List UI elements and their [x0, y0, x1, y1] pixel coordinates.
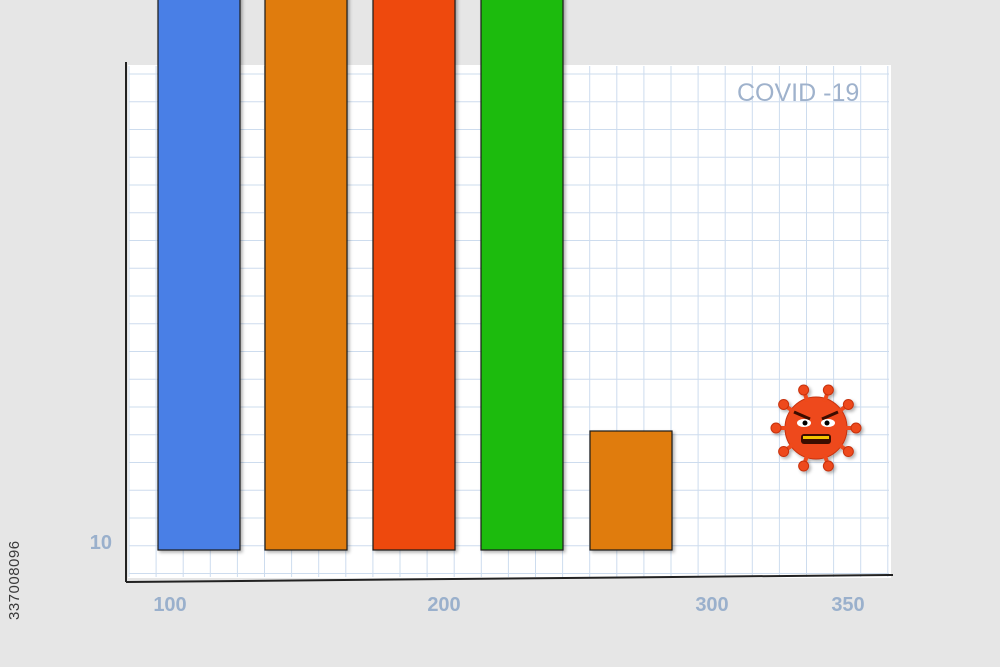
- axes: [125, 62, 894, 583]
- x-tick-label: 100: [153, 594, 186, 616]
- bar: [157, 0, 241, 551]
- chart-title: COVID -19: [737, 79, 859, 107]
- bars: [157, 0, 673, 551]
- bar: [589, 430, 673, 551]
- virus-icon: [770, 384, 862, 472]
- y-tick-labels: 102030405060708090: [90, 532, 112, 554]
- bar: [264, 0, 348, 551]
- x-tick-label: 300: [695, 594, 728, 616]
- bar: [372, 0, 456, 551]
- x-tick-label: 200: [427, 594, 460, 616]
- x-tick-labels: 100 200 300 350: [153, 594, 864, 616]
- y-tick-label: 10: [90, 532, 112, 554]
- stock-id-label: 337008096: [6, 540, 23, 620]
- x-tick-label: 350: [831, 594, 864, 616]
- x-axis-line: [125, 574, 894, 583]
- bar: [480, 0, 564, 551]
